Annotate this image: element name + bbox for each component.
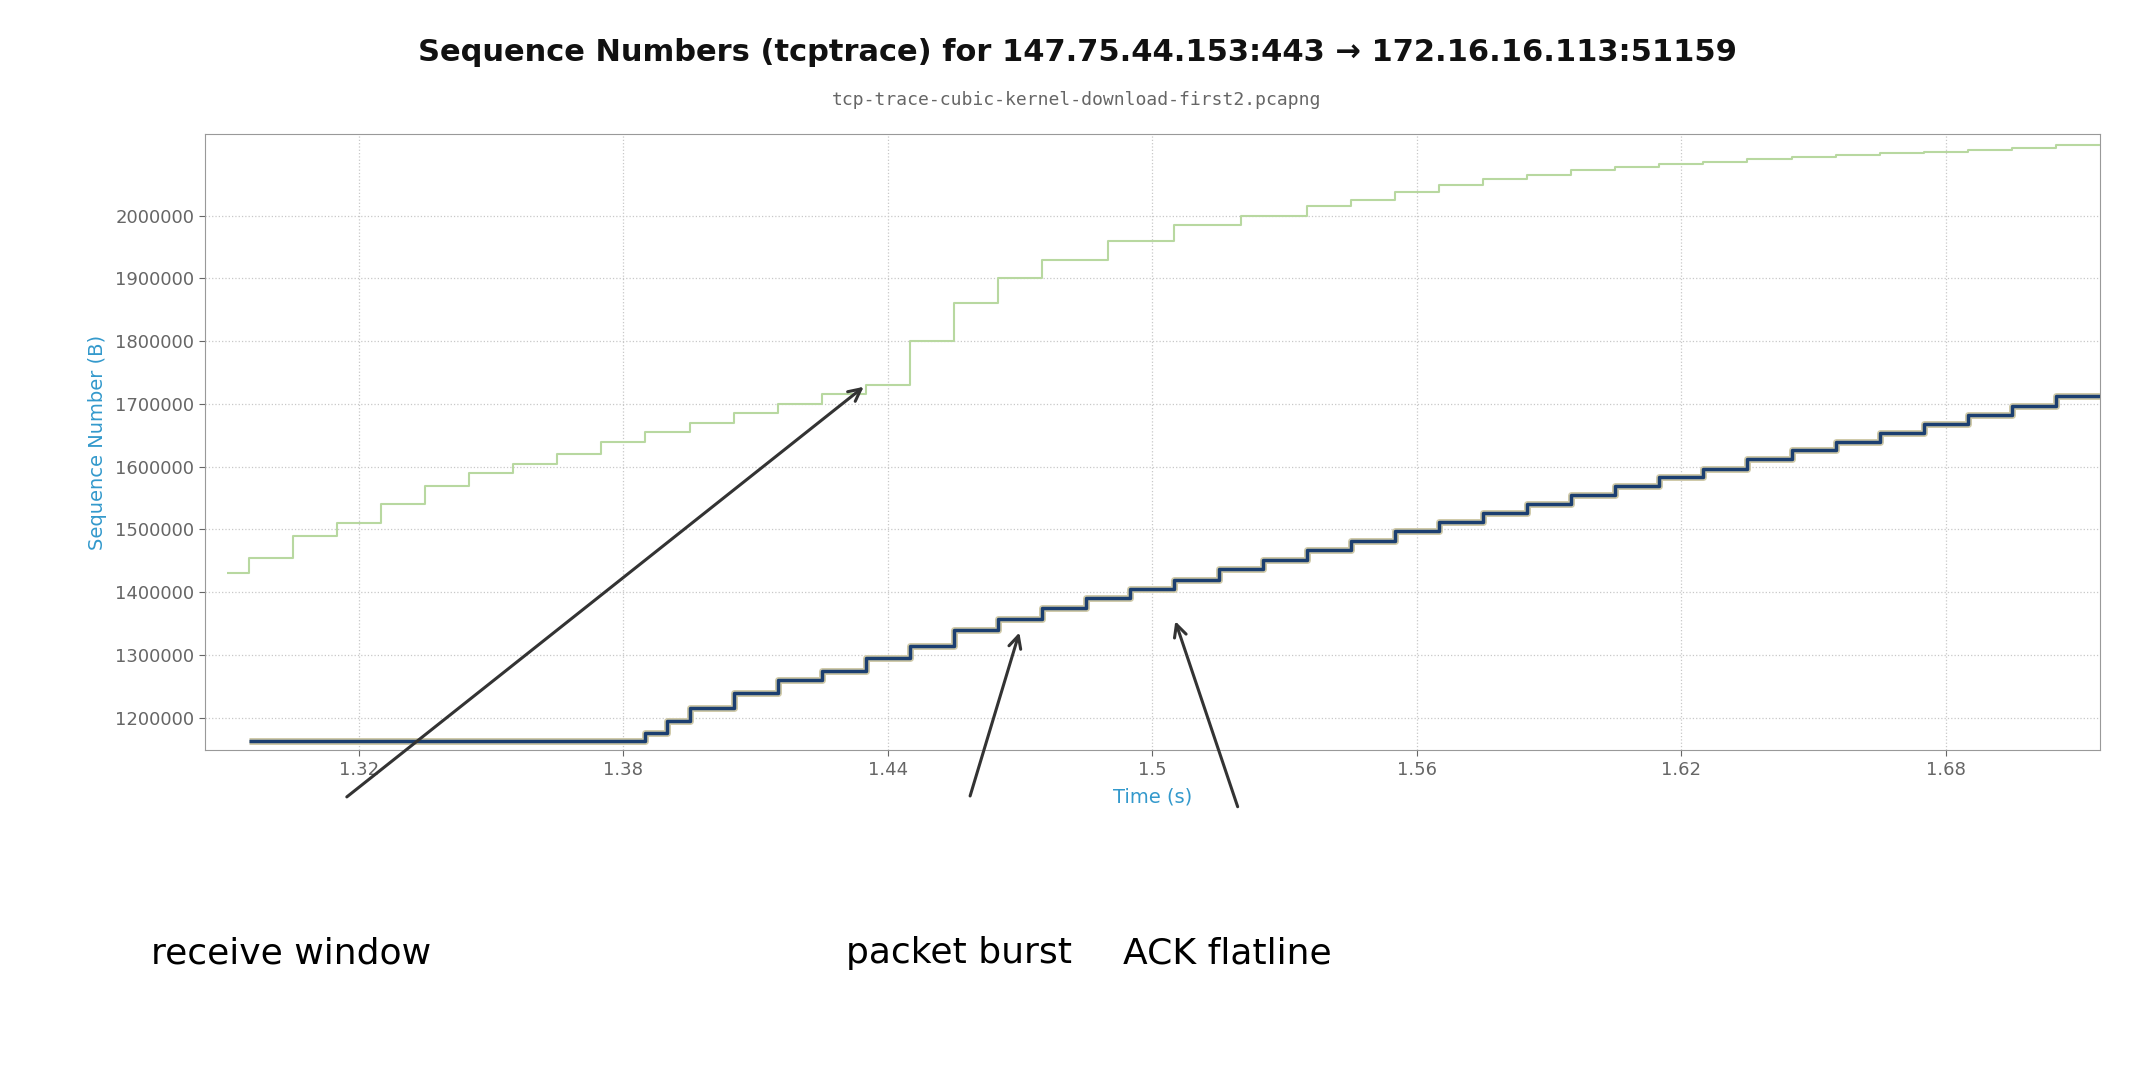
Text: Sequence Numbers (tcptrace) for 147.75.44.153:443 → 172.16.16.113:51159: Sequence Numbers (tcptrace) for 147.75.4… bbox=[418, 38, 1736, 66]
Y-axis label: Sequence Number (B): Sequence Number (B) bbox=[88, 334, 108, 550]
Text: tcp-trace-cubic-kernel-download-first2.pcapng: tcp-trace-cubic-kernel-download-first2.p… bbox=[831, 91, 1323, 109]
Text: receive window: receive window bbox=[151, 936, 431, 970]
X-axis label: Time (s): Time (s) bbox=[1114, 787, 1191, 806]
Text: packet burst: packet burst bbox=[847, 936, 1071, 970]
Text: ACK flatline: ACK flatline bbox=[1124, 936, 1331, 970]
